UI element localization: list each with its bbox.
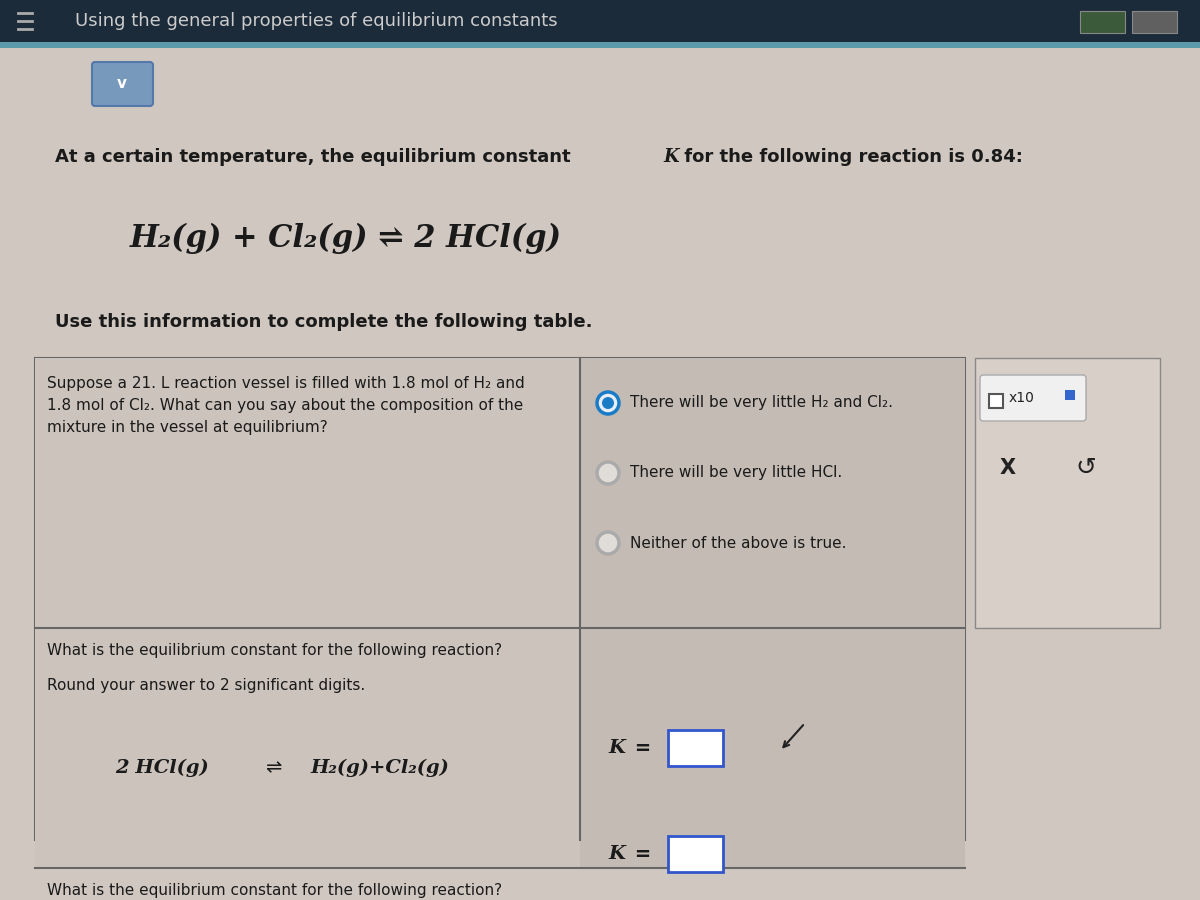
Text: Suppose a 21. L reaction vessel is filled with 1.8 mol of H₂ and
1.8 mol of Cl₂.: Suppose a 21. L reaction vessel is fille… (47, 376, 524, 436)
Circle shape (602, 397, 614, 409)
Text: H₂(g) + Cl₂(g) ⇌ 2 HCl(g): H₂(g) + Cl₂(g) ⇌ 2 HCl(g) (130, 223, 562, 254)
Text: =: = (628, 844, 658, 863)
Bar (35, 840, 580, 868)
Text: Using the general properties of equilibrium constants: Using the general properties of equilibr… (74, 12, 558, 30)
Bar (580, 628, 965, 868)
Text: ⇌: ⇌ (265, 759, 281, 778)
Text: K: K (662, 148, 679, 166)
Bar (35, 358, 965, 840)
Text: for the following reaction is 0.84:: for the following reaction is 0.84: (678, 148, 1022, 166)
Bar (0, 0, 1200, 42)
Circle shape (598, 462, 619, 484)
Bar (668, 730, 722, 766)
Text: Round your answer to 2 significant digits.: Round your answer to 2 significant digit… (47, 678, 365, 693)
Text: K: K (608, 845, 625, 863)
Text: ↺: ↺ (1075, 456, 1096, 480)
FancyBboxPatch shape (980, 375, 1086, 421)
Circle shape (598, 392, 619, 414)
Text: What is the equilibrium constant for the following reaction?: What is the equilibrium constant for the… (47, 643, 502, 658)
Bar (1080, 11, 1126, 33)
Text: K: K (608, 739, 625, 757)
Text: v: v (118, 76, 127, 92)
Bar (0, 42, 1200, 48)
Bar (989, 394, 1003, 408)
Bar (974, 358, 1160, 628)
Bar (668, 836, 722, 872)
Bar (1132, 11, 1177, 33)
Text: Neither of the above is true.: Neither of the above is true. (630, 536, 846, 551)
Circle shape (598, 532, 619, 554)
Text: =: = (628, 739, 658, 758)
Text: X: X (1000, 458, 1016, 478)
Bar (580, 840, 965, 868)
Text: There will be very little HCl.: There will be very little HCl. (630, 465, 842, 481)
Text: H₂(g)+Cl₂(g): H₂(g)+Cl₂(g) (310, 759, 449, 777)
Bar (580, 358, 965, 628)
Bar (35, 628, 580, 868)
Text: What is the equilibrium constant for the following reaction?: What is the equilibrium constant for the… (47, 883, 502, 898)
Text: 2 HCl(g): 2 HCl(g) (115, 759, 209, 777)
Text: Use this information to complete the following table.: Use this information to complete the fol… (55, 313, 593, 331)
Text: At a certain temperature, the equilibrium constant: At a certain temperature, the equilibriu… (55, 148, 577, 166)
Bar (1066, 390, 1075, 400)
Text: x10: x10 (1009, 391, 1034, 405)
Bar (35, 358, 580, 628)
FancyBboxPatch shape (92, 62, 154, 106)
Text: There will be very little H₂ and Cl₂.: There will be very little H₂ and Cl₂. (630, 395, 893, 410)
